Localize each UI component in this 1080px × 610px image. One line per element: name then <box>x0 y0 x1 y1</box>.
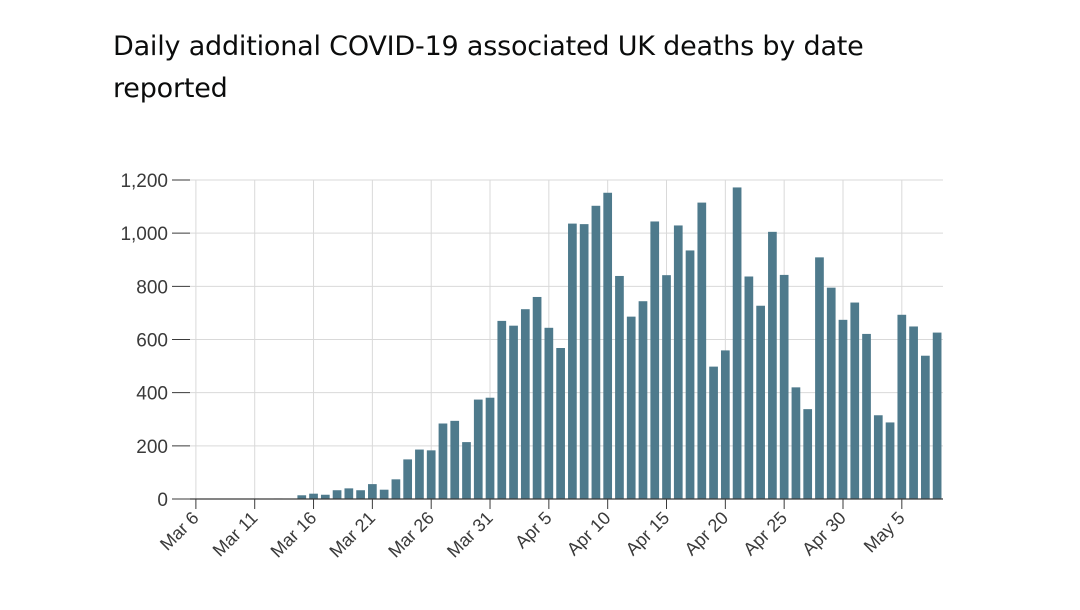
x-tick-label: Apr 30 <box>798 508 850 560</box>
x-tick-label: Apr 10 <box>563 508 615 560</box>
bar <box>815 257 824 499</box>
bar <box>568 223 577 499</box>
y-tick-label: 1,200 <box>120 171 168 192</box>
bar <box>932 332 942 499</box>
x-tick-label: Apr 15 <box>622 508 674 560</box>
bar <box>826 287 836 499</box>
bar <box>544 327 554 499</box>
bar <box>685 250 695 499</box>
bar <box>356 490 365 499</box>
bar <box>379 489 389 499</box>
x-tick-label: Apr 25 <box>739 508 791 560</box>
y-tick-label: 600 <box>136 331 168 352</box>
bar <box>850 302 860 499</box>
bar <box>297 495 307 499</box>
y-tick-label: 1,000 <box>120 224 168 245</box>
bar <box>520 309 530 499</box>
y-tick-label: 200 <box>136 437 168 458</box>
x-tick-label: Mar 16 <box>267 508 321 562</box>
bar <box>438 423 448 499</box>
bar <box>662 275 671 499</box>
bar <box>391 479 401 499</box>
y-axis-labels: 0 200 400 600 800 1,000 1,200 <box>120 171 168 511</box>
x-tick-label: Mar 21 <box>325 508 379 562</box>
bar <box>332 490 342 499</box>
x-tick-label: Apr 20 <box>681 508 733 560</box>
bar <box>309 493 318 499</box>
bar <box>791 387 801 499</box>
bar <box>638 301 648 499</box>
bar <box>473 399 483 499</box>
bar <box>803 409 813 499</box>
bar <box>426 450 436 499</box>
bar <box>909 326 918 499</box>
bar <box>497 320 507 499</box>
bar <box>462 442 471 499</box>
bar <box>403 459 413 499</box>
bar <box>779 274 789 499</box>
bar <box>591 205 601 499</box>
axes <box>172 179 943 509</box>
bar <box>862 333 871 499</box>
x-tick-label: Apr 5 <box>511 508 556 553</box>
x-axis-labels: Mar 6 Mar 11 Mar 16 Mar 21 Mar 26 Mar 31 Apr 5… <box>156 508 909 562</box>
bar <box>450 420 460 499</box>
bar <box>320 494 330 499</box>
bar <box>697 202 707 500</box>
bar <box>415 449 424 499</box>
y-tick-label: 800 <box>136 277 168 298</box>
bar <box>732 187 742 499</box>
bar <box>873 415 883 499</box>
x-tick-label: Mar 26 <box>384 508 438 562</box>
bar <box>885 422 895 499</box>
bar <box>532 296 542 499</box>
bar <box>603 192 613 499</box>
y-tick-label: 0 <box>157 490 168 511</box>
bar <box>556 348 565 499</box>
bar <box>920 355 930 499</box>
bar <box>744 276 754 499</box>
bar <box>509 325 518 499</box>
bar <box>368 484 377 499</box>
bar <box>673 225 683 499</box>
y-tick-label: 400 <box>136 384 168 405</box>
x-tick-label: Mar 11 <box>209 508 262 561</box>
bar <box>897 314 907 499</box>
bar <box>626 316 636 499</box>
bars <box>191 187 942 500</box>
bar <box>579 224 589 499</box>
bar <box>720 350 730 499</box>
bar <box>650 221 660 499</box>
bar <box>615 275 624 499</box>
bar <box>838 319 848 499</box>
bar <box>485 397 495 499</box>
bar <box>344 488 354 499</box>
bar <box>709 366 718 499</box>
bar <box>756 305 765 499</box>
chart-title: Daily additional COVID-19 associated UK … <box>113 31 864 104</box>
x-tick-label: May 5 <box>860 508 909 557</box>
x-tick-label: Mar 6 <box>156 508 203 555</box>
x-tick-label: Mar 31 <box>443 508 497 562</box>
bar <box>768 231 777 499</box>
